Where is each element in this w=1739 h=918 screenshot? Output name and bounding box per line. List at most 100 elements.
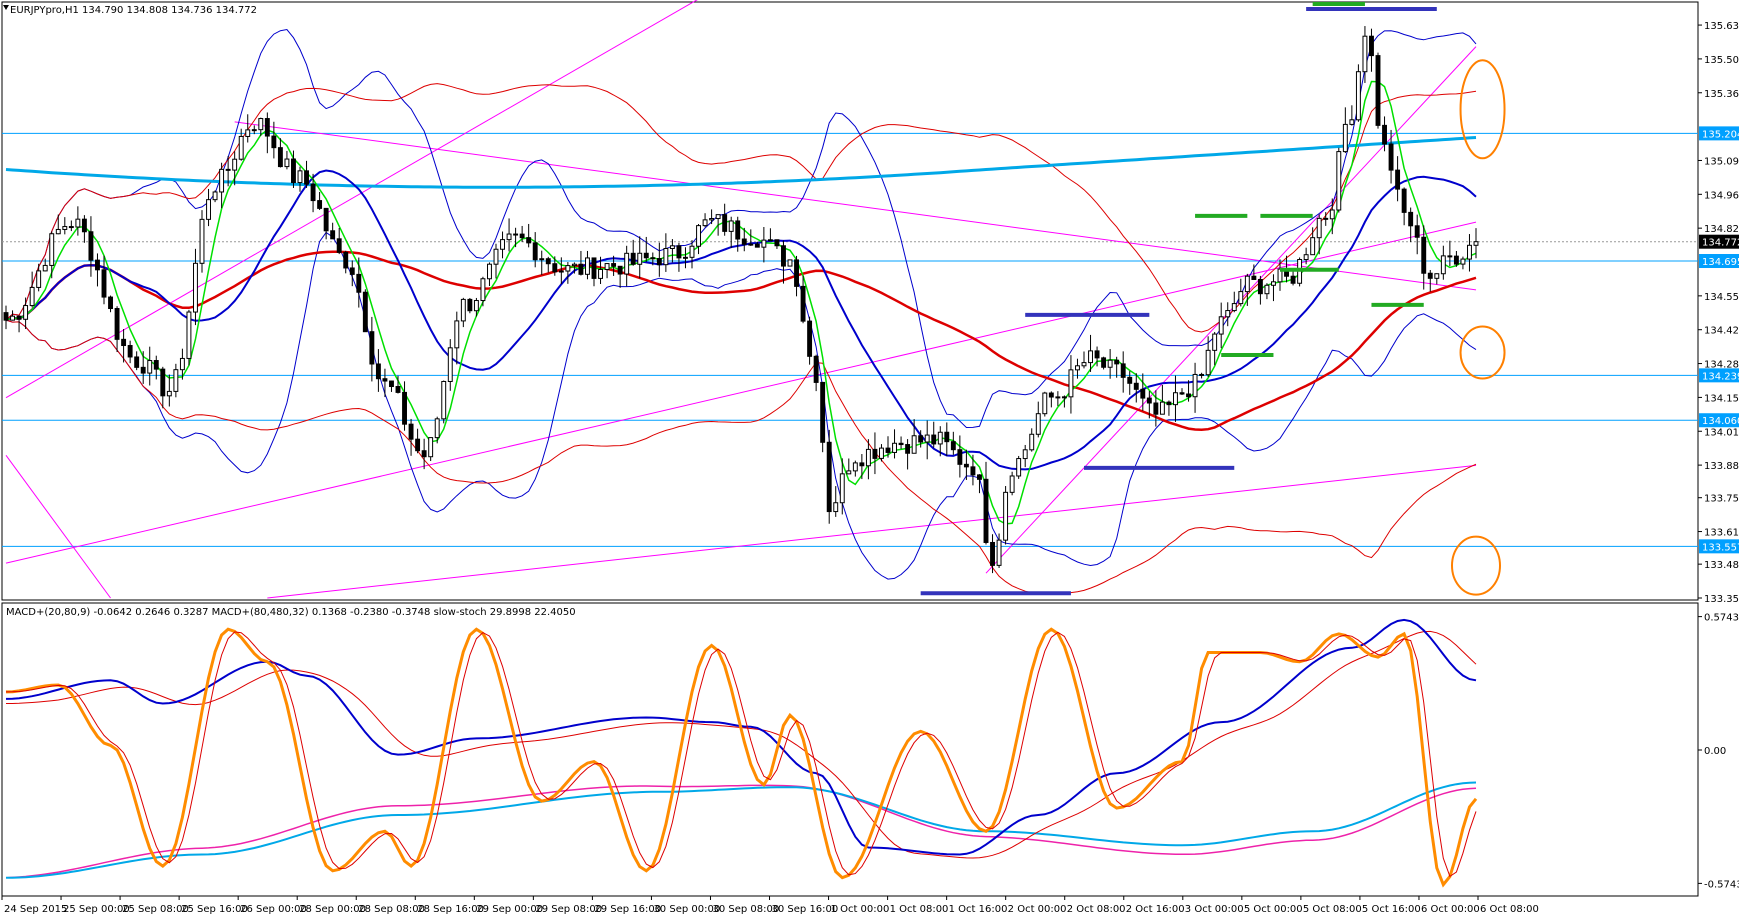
time-tick-label: 6 Oct 08:00	[1480, 904, 1539, 915]
candle	[885, 447, 891, 453]
trendline	[985, 46, 1477, 574]
time-tick-label: 30 Sep 16:00	[772, 904, 839, 915]
candle	[212, 191, 218, 201]
envelope-lower-line	[5, 319, 1477, 595]
candle	[1310, 237, 1316, 256]
time-tick-label: 25 Sep 16:00	[181, 904, 248, 915]
candle	[500, 239, 505, 250]
candle	[728, 220, 734, 232]
fast-ma-line	[5, 80, 1477, 525]
price-tick-label: 134.151	[1704, 393, 1739, 404]
candle	[238, 135, 244, 160]
time-tick-label: 25 Sep 08:00	[122, 904, 189, 915]
price-axis: 135.636 135.501 135.366 135.096 134.961 134.8…	[1698, 21, 1739, 605]
candle	[1336, 151, 1342, 211]
indicator-panel[interactable]: 0.5743 0.00 -0.5743 MACD+(20,80,9) -0.0642…	[1, 602, 1739, 897]
candle	[55, 228, 61, 235]
candle	[297, 170, 303, 184]
candle	[284, 158, 290, 168]
candle	[807, 320, 813, 357]
candle	[271, 135, 277, 149]
candle	[761, 239, 767, 248]
time-tick-label: 28 Sep 16:00	[417, 904, 484, 915]
candle	[1022, 449, 1028, 460]
candle	[539, 258, 545, 261]
candle	[336, 238, 342, 253]
candle	[996, 539, 1002, 566]
candle	[1212, 333, 1218, 351]
candle	[689, 245, 695, 258]
level-line-box	[1699, 539, 1739, 554]
candle	[121, 338, 127, 347]
price-tick-label: 135.636	[1704, 21, 1739, 32]
candle	[245, 129, 251, 137]
candle	[153, 360, 159, 370]
candle	[715, 214, 721, 220]
price-tick-label: 133.351	[1704, 594, 1739, 605]
candle	[179, 357, 185, 371]
candle	[924, 434, 930, 443]
candle	[402, 391, 407, 425]
candle	[1303, 254, 1309, 261]
candle	[408, 423, 414, 440]
candle	[1369, 35, 1374, 57]
candle	[395, 386, 401, 393]
candle	[1101, 357, 1107, 368]
candle	[852, 462, 858, 472]
indicator-title: MACD+(20,80,9) -0.0642 0.2646 0.3287 MAC…	[6, 607, 576, 618]
price-chart-title: EURJPYpro,H1 134.790 134.808 134.736 134…	[10, 5, 257, 16]
price-panel[interactable]: 135.204 134.695 134.239 134.060 133.557 134.7…	[1, 0, 1739, 605]
candle	[225, 168, 231, 171]
macd-slow-line	[6, 781, 1477, 879]
candle	[1427, 272, 1433, 279]
candle	[702, 219, 708, 227]
candle	[859, 462, 865, 467]
candle	[624, 252, 630, 275]
candle	[957, 449, 963, 465]
candle	[937, 431, 943, 445]
long-ma-line	[5, 136, 1477, 189]
candle	[349, 267, 355, 275]
candle	[199, 218, 205, 264]
trendlines	[5, 0, 1477, 599]
candle	[1186, 393, 1191, 398]
candle	[1257, 278, 1263, 295]
level-line-box	[1699, 413, 1739, 428]
candle	[1382, 124, 1387, 145]
candle	[741, 238, 747, 245]
candle	[441, 380, 447, 420]
candle	[905, 444, 911, 454]
candles	[3, 26, 1479, 574]
candle	[839, 473, 845, 504]
candle	[323, 207, 329, 232]
candle	[892, 442, 897, 453]
candle	[506, 233, 512, 241]
candle	[330, 230, 336, 240]
candle	[1355, 71, 1361, 121]
price-panel-frame	[1, 1, 1699, 601]
candle	[454, 320, 460, 349]
candle	[101, 269, 107, 298]
candle	[1192, 373, 1198, 398]
candle	[1153, 402, 1159, 415]
candle	[1107, 359, 1113, 368]
candle	[95, 259, 100, 271]
price-tick-label: 133.486	[1704, 560, 1739, 571]
candle	[434, 418, 440, 439]
candle	[1225, 310, 1231, 318]
highlight-ellipse	[1459, 59, 1506, 160]
candle	[571, 263, 577, 267]
candle	[232, 158, 238, 171]
candle	[1342, 123, 1348, 153]
candle	[513, 233, 519, 236]
time-tick-label: 1 Oct 16:00	[949, 904, 1008, 915]
candle	[656, 258, 662, 266]
candle	[88, 231, 94, 261]
candle	[1127, 376, 1133, 384]
chart-menu-triangle-icon[interactable]	[3, 5, 9, 10]
time-tick-label: 6 Oct 00:00	[1421, 904, 1480, 915]
candle	[1251, 275, 1257, 280]
candle	[166, 390, 172, 397]
candle	[1140, 388, 1146, 399]
candle	[879, 447, 884, 459]
